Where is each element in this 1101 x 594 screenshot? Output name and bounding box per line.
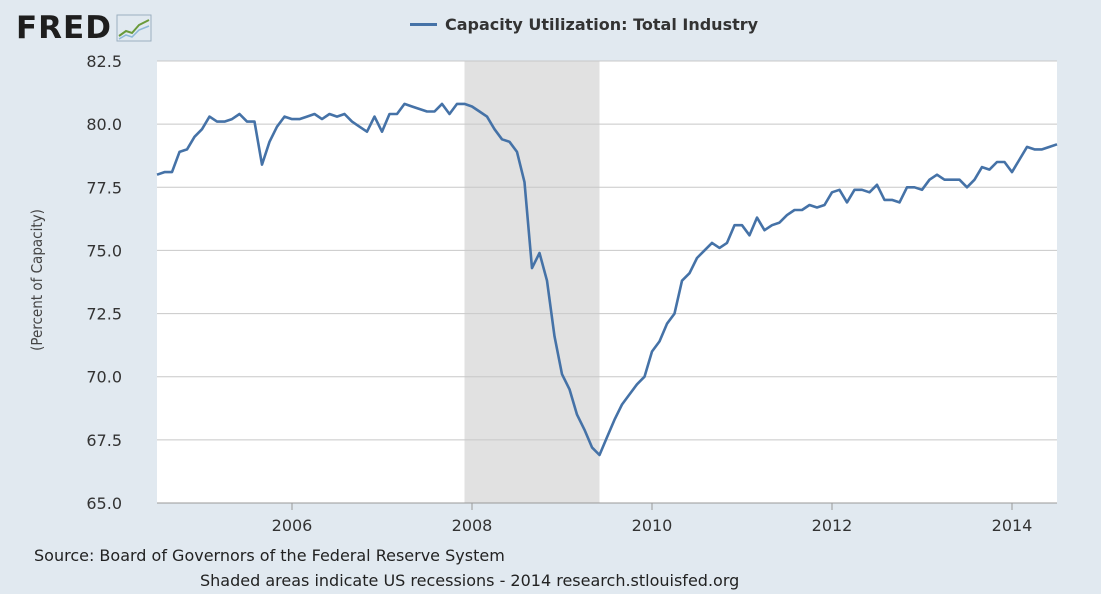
y-tick-label: 70.0 [86, 368, 122, 387]
x-tick-label: 2010 [632, 516, 673, 535]
recession-note: Shaded areas indicate US recessions - 20… [200, 571, 740, 590]
y-tick-label: 80.0 [86, 115, 122, 134]
x-tick-label: 2008 [452, 516, 493, 535]
fred-logo: FRED [16, 10, 152, 46]
y-axis-label: (Percent of Capacity) [28, 209, 46, 351]
y-tick-label: 75.0 [86, 241, 122, 260]
fred-logo-text: FRED [16, 10, 112, 46]
x-tick-label: 2012 [812, 516, 853, 535]
plot-background [157, 61, 1057, 503]
legend-label: Capacity Utilization: Total Industry [445, 15, 759, 34]
x-tick-label: 2014 [992, 516, 1033, 535]
legend-swatch [410, 23, 437, 26]
y-tick-label: 65.0 [86, 494, 122, 513]
fred-chart-icon [116, 14, 152, 42]
source-note: Source: Board of Governors of the Federa… [34, 546, 505, 565]
y-tick-label: 67.5 [86, 431, 122, 450]
y-tick-label: 72.5 [86, 305, 122, 324]
recession-shade [464, 61, 600, 503]
series-line [156, 102, 1058, 457]
y-tick-label: 82.5 [86, 52, 122, 71]
y-tick-label: 77.5 [86, 178, 122, 197]
x-tick-label: 2006 [272, 516, 313, 535]
chart-legend: Capacity Utilization: Total Industry [410, 15, 758, 34]
